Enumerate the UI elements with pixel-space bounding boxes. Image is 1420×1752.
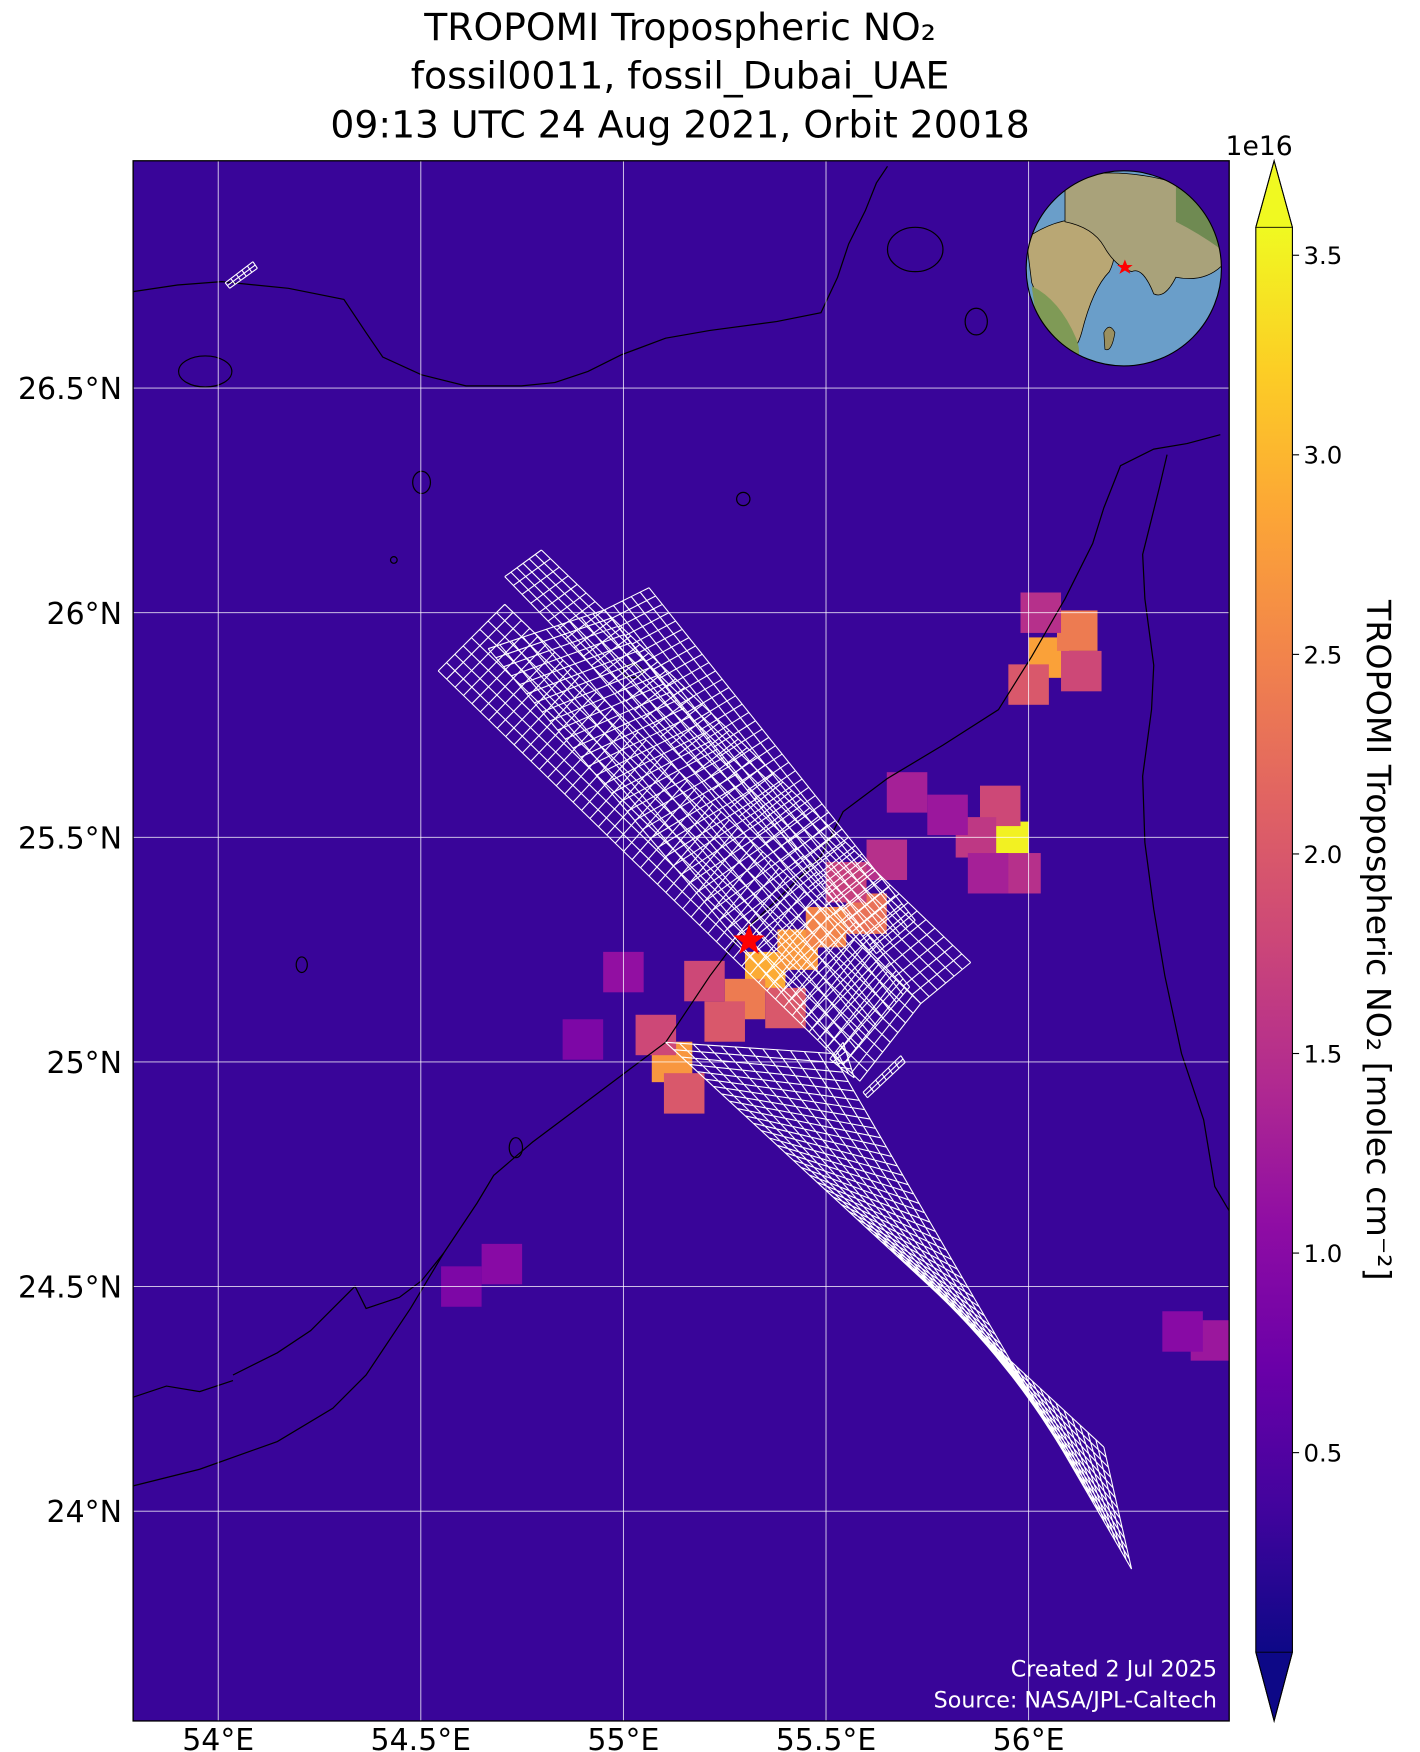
footprint-grid: [862, 1055, 906, 1099]
y-tick-label: 24°N: [47, 1495, 122, 1530]
colorbar-tick-label: 0.5: [1304, 1439, 1343, 1468]
subtitle: 09:13 UTC 24 Aug 2021, Orbit 20018: [330, 103, 1029, 147]
colorbar-tick-label: 3.5: [1304, 241, 1343, 270]
y-tick-label: 24.5°N: [18, 1271, 122, 1306]
coastline: [133, 1379, 234, 1398]
colorbar-tick-label: 1.0: [1304, 1239, 1343, 1268]
credit-text: Created 2 Jul 2025: [1011, 1657, 1217, 1683]
no2-cell: [704, 1001, 745, 1042]
island: [177, 355, 233, 388]
x-tick-label: 55.5°E: [776, 1723, 877, 1752]
no2-cell: [481, 1243, 523, 1285]
coastline: [133, 165, 889, 387]
colorbar-frame: [1255, 158, 1293, 1724]
island: [412, 470, 432, 495]
no2-cell: [1056, 610, 1098, 651]
y-tick-label: 26°N: [47, 597, 122, 632]
coastline: [1142, 454, 1230, 1212]
x-tick-label: 54°E: [182, 1723, 254, 1752]
no2-cell: [663, 1073, 705, 1114]
no2-cell: [967, 853, 1009, 894]
colorbar-extend-max: [1255, 159, 1294, 228]
title: TROPOMI Tropospheric NO₂: [423, 5, 936, 49]
island: [508, 1137, 524, 1159]
y-tick-label: 26.5°N: [18, 372, 122, 407]
footprint-grid: [224, 261, 258, 289]
footprint-grid: [487, 609, 911, 1065]
island: [389, 556, 398, 564]
no2-cell: [866, 839, 908, 880]
island: [295, 956, 308, 974]
colorbar-scale: [1255, 227, 1293, 1653]
map-overlay: [133, 160, 1230, 1721]
colorbar-tick-label: 3.0: [1304, 441, 1343, 470]
colorbar: 0.5 1.0 1.5 2.0 2.5 3.0 3.5 1e16 TROPOMI Troposp…: [1226, 131, 1398, 1724]
colorbar-tick-label: 2.0: [1304, 840, 1343, 869]
no2-cell: [1061, 650, 1102, 692]
no2-cell: [562, 1019, 604, 1060]
colorbar-offset: 1e16: [1226, 131, 1293, 162]
no2-cell: [684, 960, 725, 1002]
site-marker: [733, 924, 765, 955]
y-tick-label: 25°N: [47, 1046, 122, 1081]
map-area: [133, 160, 1230, 1721]
map-frame: [132, 160, 1230, 1722]
subtitle: fossil0011, fossil_Dubai_UAE: [411, 54, 950, 98]
madagascar: [1103, 326, 1116, 351]
no2-cell: [1162, 1311, 1203, 1352]
footprint-grid: [665, 1041, 1133, 1570]
colorbar-extend-min: [1255, 1651, 1293, 1723]
island: [964, 307, 988, 336]
source-text: Source: NASA/JPL-Caltech: [934, 1688, 1217, 1714]
y-tick-label: 25.5°N: [18, 821, 122, 856]
no2-cell: [635, 1014, 677, 1056]
colorbar-label: TROPOMI Tropospheric NO₂ [molec cm⁻²]: [1359, 599, 1398, 1281]
colorbar-tick-label: 1.5: [1304, 1039, 1343, 1068]
no2-cell: [886, 772, 928, 813]
globe-inset: [1025, 170, 1222, 367]
colorbar-tick-label: 2.5: [1304, 640, 1343, 669]
x-tick-label: 54.5°E: [371, 1723, 472, 1752]
globe-site-star: [1117, 259, 1133, 274]
footprint-grid: [604, 587, 916, 955]
island: [736, 491, 751, 507]
x-tick-label: 56°E: [993, 1723, 1065, 1752]
island: [886, 226, 944, 273]
globe-outline: [1025, 170, 1222, 367]
asia-green: [1175, 182, 1222, 250]
x-tick-label: 55°E: [587, 1723, 659, 1752]
background-field: [133, 160, 1230, 1721]
no2-cell: [927, 794, 968, 836]
globe-land: [1026, 172, 1222, 366]
